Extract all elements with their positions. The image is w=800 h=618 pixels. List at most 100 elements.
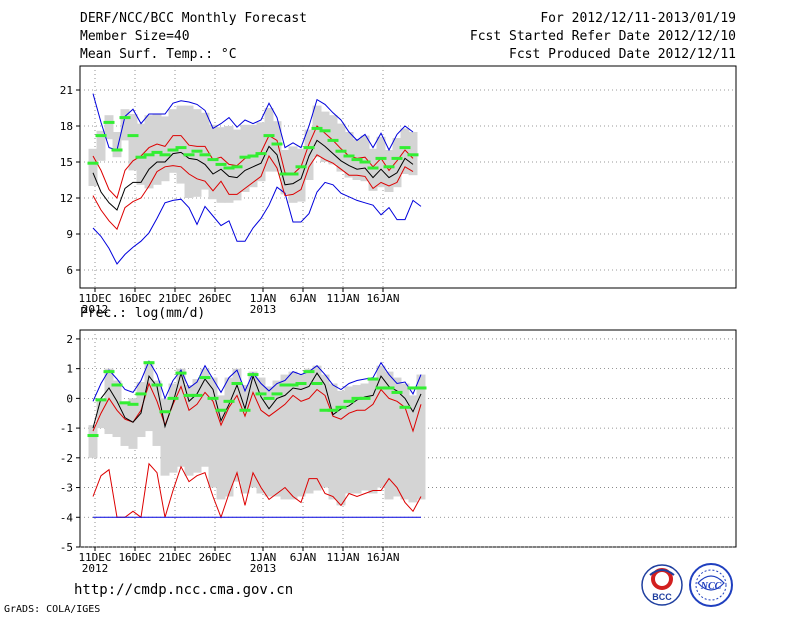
ensemble-box	[368, 377, 378, 494]
median-mark	[207, 396, 219, 400]
median-mark	[239, 408, 251, 412]
x-tick-label: 26DEC	[198, 292, 231, 305]
median-mark	[111, 148, 123, 152]
median-mark	[95, 134, 107, 138]
ensemble-box	[176, 368, 186, 467]
x-tick-label: 11JAN	[326, 292, 359, 305]
site-url[interactable]: http://cmdp.ncc.cma.gov.cn	[74, 582, 294, 598]
median-mark	[359, 396, 371, 400]
median-mark	[247, 373, 259, 377]
median-mark	[95, 398, 107, 402]
ensemble-box	[176, 105, 186, 184]
y-tick-label: -4	[60, 511, 74, 524]
ensemble-box	[312, 365, 322, 491]
y-tick-label: 18	[60, 120, 73, 133]
median-mark	[335, 149, 347, 153]
ensemble-box	[248, 371, 258, 488]
median-mark	[287, 383, 299, 387]
ensemble-box	[264, 108, 274, 172]
ensemble-box	[296, 148, 306, 202]
median-mark	[279, 383, 291, 387]
ensemble-box	[336, 123, 346, 172]
ensemble-box	[200, 112, 210, 190]
ensemble-box	[288, 371, 298, 500]
series-line-min	[92, 181, 422, 265]
median-mark	[135, 155, 147, 159]
x-tick-year: 2012	[82, 562, 109, 575]
median-mark	[407, 153, 419, 157]
y-tick-label: 21	[60, 84, 73, 97]
median-mark	[367, 377, 379, 381]
median-mark	[175, 146, 187, 150]
median-mark	[271, 392, 283, 396]
median-mark	[303, 370, 315, 374]
ensemble-box	[376, 136, 386, 188]
median-mark	[263, 134, 275, 138]
plot-frame	[79, 65, 737, 289]
median-mark	[351, 396, 363, 400]
fcst-started-date: Fcst Started Refer Date 2012/12/10	[469, 29, 736, 44]
median-mark	[375, 156, 387, 160]
ensemble-box	[152, 380, 162, 446]
x-tick-label: 21DEC	[158, 292, 191, 305]
median-mark	[143, 153, 155, 157]
median-mark	[127, 402, 139, 406]
x-tick-label: 16JAN	[366, 292, 399, 305]
median-mark	[415, 386, 427, 390]
median-mark	[223, 166, 235, 170]
x-tick-label: 16JAN	[366, 551, 399, 564]
median-mark	[231, 165, 243, 169]
ensemble-box	[192, 379, 202, 473]
median-mark	[151, 150, 163, 154]
median-mark	[383, 165, 395, 169]
forecast-period: For 2012/12/11-2013/01/19	[540, 11, 736, 26]
ensemble-box	[392, 377, 402, 497]
x-tick-label: 16DEC	[118, 292, 151, 305]
y-tick-label: -3	[60, 482, 73, 495]
median-mark	[127, 134, 139, 138]
median-mark	[295, 382, 307, 386]
y-tick-label: 9	[66, 228, 73, 241]
fcst-produced-date: Fcst Produced Date 2012/12/11	[509, 47, 736, 62]
y-tick-label: 12	[60, 192, 73, 205]
ensemble-box	[200, 368, 210, 467]
x-tick-label: 11JAN	[326, 551, 359, 564]
median-mark	[399, 405, 411, 409]
ensemble-box	[104, 368, 114, 435]
median-mark	[231, 382, 243, 386]
series-line-mean_plus_sd	[92, 382, 422, 433]
median-mark	[399, 146, 411, 150]
chart-title: DERF/NCC/BCC Monthly Forecast	[80, 11, 307, 26]
median-mark	[215, 408, 227, 412]
y-tick-label: 2	[66, 333, 73, 346]
median-mark	[175, 371, 187, 375]
x-tick-label: 6JAN	[290, 292, 317, 305]
median-mark	[287, 172, 299, 176]
median-mark	[327, 138, 339, 142]
ensemble-box	[320, 374, 330, 488]
ensemble-box	[168, 109, 178, 173]
ensemble-box	[128, 114, 138, 171]
x-tick-label: 1JAN	[250, 551, 277, 564]
median-mark	[103, 370, 115, 374]
median-mark	[271, 142, 283, 146]
ensemble-box	[320, 111, 330, 162]
grads-credit: GrADS: COLA/IGES	[4, 604, 101, 615]
median-mark	[183, 153, 195, 157]
median-mark	[383, 386, 395, 390]
x-tick-label: 16DEC	[118, 551, 151, 564]
median-mark	[199, 153, 211, 157]
median-mark	[263, 396, 275, 400]
y-tick-label: 1	[66, 363, 73, 376]
median-mark	[215, 162, 227, 166]
ensemble-box	[88, 425, 98, 458]
ensemble-box	[232, 368, 242, 482]
member-size: Member Size=40	[80, 29, 190, 44]
median-mark	[255, 152, 267, 156]
x-tick-year: 2012	[82, 303, 109, 316]
y-tick-label: 15	[60, 156, 73, 169]
ensemble-box	[208, 377, 218, 488]
median-mark	[159, 153, 171, 157]
median-mark	[159, 410, 171, 414]
